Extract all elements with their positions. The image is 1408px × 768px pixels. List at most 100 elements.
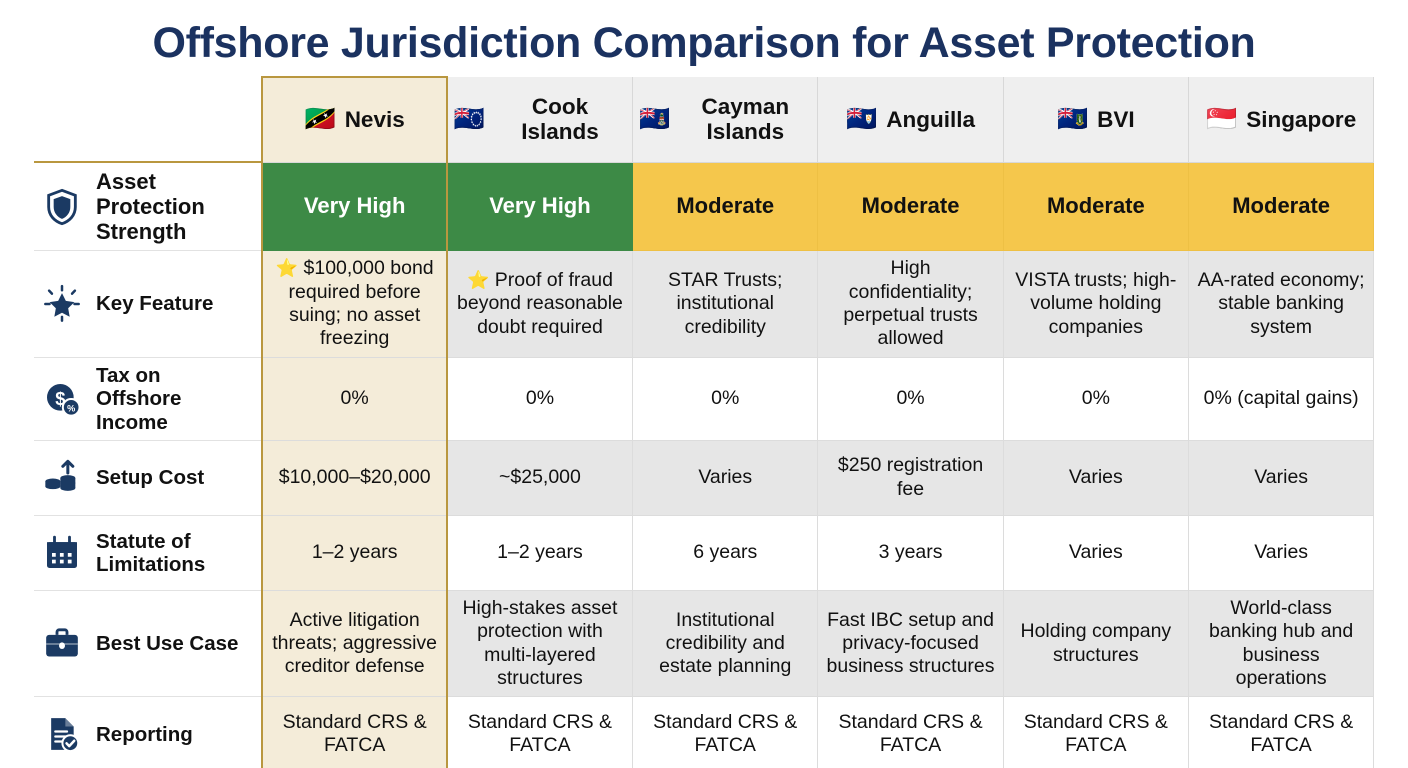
cell-value: 0% bbox=[525, 387, 555, 410]
cell-value: Moderate bbox=[861, 193, 960, 219]
cell-value: Holding company structures bbox=[1020, 620, 1172, 666]
cell-value: Standard CRS & FATCA bbox=[282, 711, 427, 757]
row-label-tax-on-offshore-income: $% Tax on Offshore Income bbox=[34, 357, 262, 441]
cell: 0% bbox=[817, 356, 1004, 441]
row-label-text: Statute of Limitations bbox=[96, 529, 206, 576]
column-header-singapore[interactable]: 🇸🇬 Singapore bbox=[1187, 77, 1375, 163]
cell-value: STAR Trusts; institutional credibility bbox=[667, 268, 783, 338]
cell-value: 0% bbox=[1081, 387, 1110, 410]
cell-value: Active litigation threats; aggressive cr… bbox=[272, 608, 438, 678]
cell-value: 6 years bbox=[693, 541, 758, 564]
column-header-nevis[interactable]: 🇰🇳 Nevis bbox=[261, 77, 448, 163]
cell: VISTA trusts; high-volume holding compan… bbox=[1002, 250, 1189, 358]
cell: Standard CRS & FATCA bbox=[632, 696, 819, 768]
cell: Active litigation threats; aggressive cr… bbox=[261, 589, 448, 698]
row-label-asset-protection-strength: Asset Protection Strength bbox=[34, 162, 262, 252]
cell-value: High confidentiality; perpetual trusts a… bbox=[843, 257, 978, 350]
cell-value: Very High bbox=[489, 193, 591, 219]
quote-mark-icon: “ bbox=[77, 763, 119, 768]
flag-cayman-islands-icon: 🇰🇾 bbox=[639, 104, 671, 133]
row-label-key-feature: Key Feature bbox=[34, 250, 262, 358]
cell-value: Standard CRS & FATCA bbox=[838, 711, 983, 757]
page-title: Offshore Jurisdiction Comparison for Ass… bbox=[152, 19, 1256, 67]
cell-value: Fast IBC setup and privacy-focused busin… bbox=[826, 608, 995, 678]
row-label-text: Setup Cost bbox=[96, 466, 205, 490]
cell-value: High-stakes asset protection with multi-… bbox=[462, 596, 618, 690]
shield-icon bbox=[42, 187, 82, 227]
table-row: Key Feature ⭐ $100,000 bond required befo… bbox=[34, 250, 1375, 358]
table-row: Statute of Limitations 1–2 years 1–2 years… bbox=[34, 514, 1375, 591]
cell-value: AA-rated economy; stable banking system bbox=[1197, 268, 1365, 338]
cell-value: Standard CRS & FATCA bbox=[1209, 711, 1354, 757]
cell-value: VISTA trusts; high-volume holding compan… bbox=[1015, 268, 1177, 338]
row-label-statute-of-limitations: Statute of Limitations bbox=[34, 515, 262, 591]
cell: STAR Trusts; institutional credibility bbox=[632, 250, 819, 358]
cell-value: Varies bbox=[1254, 466, 1309, 489]
row-label-setup-cost: Setup Cost bbox=[34, 440, 262, 516]
column-header-cayman-islands[interactable]: 🇰🇾 Cayman Islands bbox=[632, 77, 819, 163]
header-label-cell bbox=[34, 77, 262, 163]
flag-british-virgin-islands-icon: 🇻🇬 bbox=[1057, 104, 1089, 133]
cell: Varies bbox=[632, 439, 819, 516]
cell-value: ~$25,000 bbox=[499, 466, 581, 489]
cell: Standard CRS & FATCA bbox=[817, 696, 1004, 768]
cell: Varies bbox=[1187, 514, 1375, 591]
column-header-anguilla[interactable]: 🇦🇮 Anguilla bbox=[817, 77, 1004, 163]
cell: 3 years bbox=[817, 514, 1004, 591]
star-burst-icon bbox=[42, 284, 82, 324]
cell: Moderate bbox=[632, 161, 819, 252]
column-header-label: Cook Islands bbox=[521, 94, 599, 145]
cell: High-stakes asset protection with multi-… bbox=[446, 589, 634, 698]
cell: Moderate bbox=[1002, 161, 1189, 252]
cell: Very High bbox=[261, 161, 448, 252]
cell-value: 3 years bbox=[878, 541, 943, 564]
cell-value: Standard CRS & FATCA bbox=[467, 711, 613, 757]
row-label-text: Tax on Offshore Income bbox=[96, 363, 182, 434]
table-row: Reporting Standard CRS & FATCA Standard CR… bbox=[34, 696, 1375, 768]
cell-value: Varies bbox=[698, 466, 753, 489]
flag-saint-kitts-nevis-icon: 🇰🇳 bbox=[304, 104, 336, 133]
table-row: Best Use Case Active litigation threats; … bbox=[34, 589, 1375, 698]
cell-value: $10,000–$20,000 bbox=[278, 466, 431, 489]
cell: AA-rated economy; stable banking system bbox=[1187, 250, 1375, 358]
table-header: 🇰🇳 Nevis 🇨🇰 Cook Islands 🇰🇾 Cayman Islands 🇦🇮 A… bbox=[34, 77, 1375, 163]
cell-value: Varies bbox=[1068, 466, 1123, 489]
cell: 1–2 years bbox=[446, 514, 634, 591]
svg-text:$: $ bbox=[55, 388, 65, 409]
cell-value: Standard CRS & FATCA bbox=[1023, 711, 1168, 757]
svg-text:%: % bbox=[67, 403, 75, 413]
cell-value: 0% bbox=[896, 387, 925, 410]
cell: 1–2 years bbox=[261, 514, 448, 591]
row-label-reporting: Reporting bbox=[34, 696, 262, 768]
cell: 0% bbox=[1002, 356, 1189, 441]
cell: World-class banking hub and business ope… bbox=[1187, 589, 1375, 698]
cell: Varies bbox=[1002, 514, 1189, 591]
cell: 6 years bbox=[632, 514, 819, 591]
cell: Standard CRS & FATCA bbox=[1002, 696, 1189, 768]
cell-value: 0% (capital gains) bbox=[1203, 387, 1359, 410]
cell-value: World-class banking hub and business ope… bbox=[1209, 596, 1354, 690]
cell-value: Varies bbox=[1068, 541, 1123, 564]
cell-value: Moderate bbox=[1232, 193, 1331, 219]
column-header-label: Anguilla bbox=[886, 106, 975, 132]
cell: Institutional credibility and estate pla… bbox=[632, 589, 819, 698]
cell-value: 1–2 years bbox=[311, 541, 398, 564]
cell: 0% bbox=[446, 356, 634, 441]
comparison-table-wrap: 🇰🇳 Nevis 🇨🇰 Cook Islands 🇰🇾 Cayman Islands 🇦🇮 A… bbox=[34, 76, 1375, 768]
row-label-text: Asset Protection Strength bbox=[96, 169, 205, 245]
row-label-text: Reporting bbox=[96, 722, 193, 746]
cell: Holding company structures bbox=[1002, 589, 1189, 698]
column-header-cook-islands[interactable]: 🇨🇰 Cook Islands bbox=[446, 77, 634, 163]
table-body: Asset Protection Strength Very High Very H… bbox=[34, 161, 1375, 768]
flag-singapore-icon: 🇸🇬 bbox=[1206, 104, 1238, 133]
comparison-table: 🇰🇳 Nevis 🇨🇰 Cook Islands 🇰🇾 Cayman Islands 🇦🇮 A… bbox=[34, 77, 1375, 768]
calendar-icon bbox=[42, 533, 82, 573]
cell: High confidentiality; perpetual trusts a… bbox=[817, 250, 1004, 358]
cell-value: 0% bbox=[711, 387, 740, 410]
star-icon: ⭐ bbox=[466, 269, 490, 290]
column-header-bvi[interactable]: 🇻🇬 BVI bbox=[1002, 77, 1189, 163]
cell-value: 1–2 years bbox=[497, 541, 583, 564]
cell: Standard CRS & FATCA bbox=[261, 696, 448, 768]
document-check-icon bbox=[42, 714, 82, 754]
